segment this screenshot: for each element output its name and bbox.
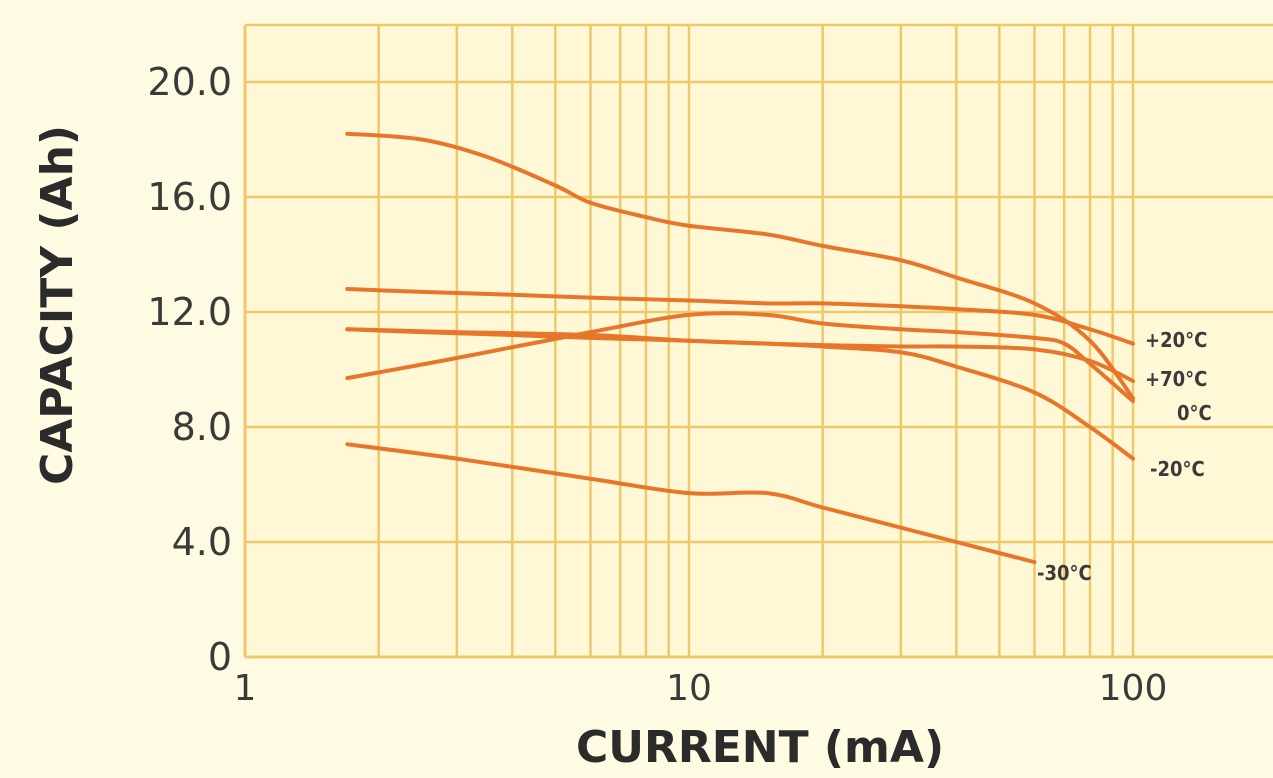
y-tick-label: 16.0	[147, 175, 232, 219]
x-tick-label: 1	[234, 668, 257, 709]
series-label: -20°C	[1150, 457, 1205, 481]
series-lines	[345, 131, 1135, 565]
series-label: 0°C	[1177, 401, 1212, 425]
series-label: +70°C	[1145, 367, 1207, 391]
y-tick-label: 20.0	[147, 60, 232, 104]
y-axis-title: CAPACITY (Ah)	[32, 125, 83, 485]
x-tick-labels: 1 10 100	[234, 668, 1168, 709]
y-tick-label: 4.0	[172, 520, 232, 564]
series-line	[345, 327, 1135, 461]
y-tick-label: 8.0	[172, 405, 232, 449]
series-line	[345, 131, 1135, 401]
series-line	[345, 311, 1135, 404]
y-tick-labels: 0 4.0 8.0 12.0 16.0 20.0	[147, 60, 232, 679]
x-tick-label: 100	[1099, 668, 1168, 709]
series-label: -30°C	[1037, 561, 1092, 585]
x-axis-title: CURRENT (mA)	[576, 722, 944, 773]
plot-background	[245, 25, 1273, 657]
series-line	[345, 287, 1135, 346]
axes	[243, 25, 1273, 659]
y-tick-label: 12.0	[147, 290, 232, 334]
series-label: +20°C	[1145, 328, 1207, 352]
series-line	[345, 442, 1037, 565]
series-labels: +20°C +70°C 0°C -20°C -30°C	[1037, 328, 1212, 585]
grid	[245, 23, 1273, 657]
x-tick-label: 10	[666, 668, 712, 709]
y-tick-label: 0	[208, 635, 232, 679]
